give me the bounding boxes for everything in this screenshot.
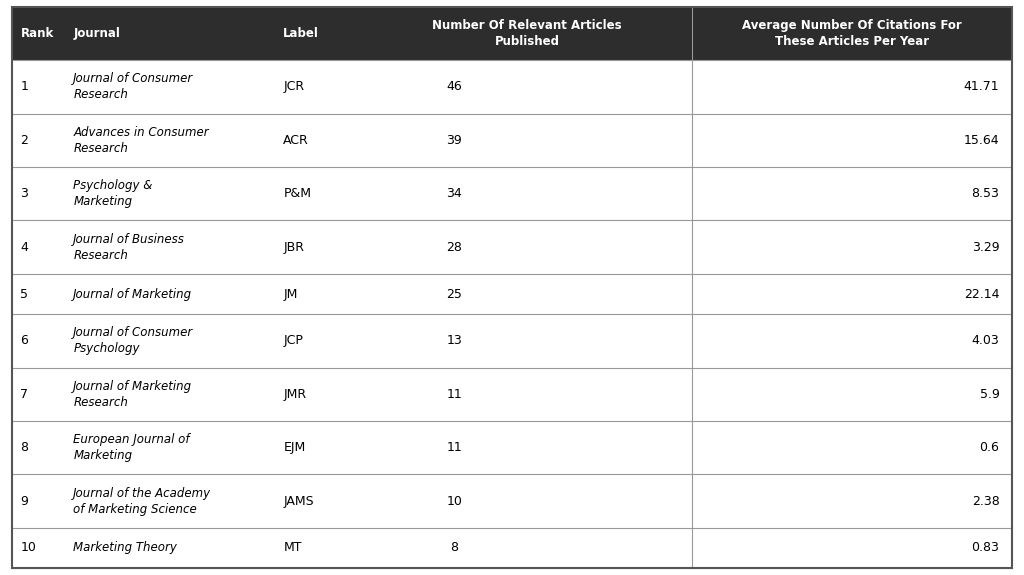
Text: MT: MT: [284, 542, 302, 554]
Text: 4: 4: [20, 240, 29, 254]
Text: 28: 28: [446, 240, 463, 254]
Text: JAMS: JAMS: [284, 494, 314, 508]
Text: Journal of the Academy
of Marketing Science: Journal of the Academy of Marketing Scie…: [74, 486, 212, 516]
Text: 5.9: 5.9: [980, 388, 999, 401]
Text: Rank: Rank: [20, 27, 53, 40]
Text: JCR: JCR: [284, 81, 304, 94]
Text: 4.03: 4.03: [972, 335, 999, 347]
Text: 10: 10: [446, 494, 463, 508]
Text: Psychology &
Marketing: Psychology & Marketing: [74, 179, 153, 208]
Text: Journal of Marketing: Journal of Marketing: [74, 288, 193, 301]
Text: P&M: P&M: [284, 187, 311, 200]
Text: 9: 9: [20, 494, 29, 508]
Bar: [12, 60, 1012, 114]
Bar: [12, 421, 1012, 474]
Bar: [12, 528, 1012, 568]
Bar: [12, 314, 1012, 367]
Text: 2: 2: [20, 134, 29, 147]
Text: European Journal of
Marketing: European Journal of Marketing: [74, 433, 189, 462]
Text: Journal of Business
Research: Journal of Business Research: [74, 233, 185, 262]
Bar: [12, 167, 1012, 220]
Text: EJM: EJM: [284, 441, 305, 454]
Bar: [12, 220, 1012, 274]
Text: Advances in Consumer
Research: Advances in Consumer Research: [74, 126, 209, 155]
Bar: [12, 7, 1012, 60]
Bar: [12, 114, 1012, 167]
Bar: [12, 474, 1012, 528]
Text: JBR: JBR: [284, 240, 304, 254]
Text: 7: 7: [20, 388, 29, 401]
Text: Journal of Consumer
Research: Journal of Consumer Research: [74, 72, 194, 101]
Text: 0.6: 0.6: [980, 441, 999, 454]
Bar: [12, 367, 1012, 421]
Text: 5: 5: [20, 288, 29, 301]
Text: 11: 11: [446, 441, 462, 454]
Bar: [12, 274, 1012, 314]
Text: 1: 1: [20, 81, 29, 94]
Text: 2.38: 2.38: [972, 494, 999, 508]
Text: 13: 13: [446, 335, 462, 347]
Text: Marketing Theory: Marketing Theory: [74, 542, 177, 554]
Text: Average Number Of Citations For
These Articles Per Year: Average Number Of Citations For These Ar…: [742, 19, 962, 48]
Text: 15.64: 15.64: [964, 134, 999, 147]
Text: 46: 46: [446, 81, 462, 94]
Text: 10: 10: [20, 542, 37, 554]
Text: JMR: JMR: [284, 388, 306, 401]
Text: 3.29: 3.29: [972, 240, 999, 254]
Text: 8: 8: [451, 542, 459, 554]
Text: 22.14: 22.14: [964, 288, 999, 301]
Text: 8.53: 8.53: [972, 187, 999, 200]
Text: 41.71: 41.71: [964, 81, 999, 94]
Text: 3: 3: [20, 187, 29, 200]
Text: 34: 34: [446, 187, 462, 200]
Text: 39: 39: [446, 134, 462, 147]
Text: ACR: ACR: [284, 134, 309, 147]
Text: Number Of Relevant Articles
Published: Number Of Relevant Articles Published: [432, 19, 622, 48]
Text: 25: 25: [446, 288, 463, 301]
Text: JCP: JCP: [284, 335, 303, 347]
Text: 8: 8: [20, 441, 29, 454]
Text: 11: 11: [446, 388, 462, 401]
Text: Label: Label: [284, 27, 319, 40]
Text: Journal of Consumer
Psychology: Journal of Consumer Psychology: [74, 327, 194, 355]
Text: 6: 6: [20, 335, 29, 347]
Text: Journal of Marketing
Research: Journal of Marketing Research: [74, 380, 193, 409]
Text: Journal: Journal: [74, 27, 120, 40]
Text: JM: JM: [284, 288, 298, 301]
Text: 0.83: 0.83: [972, 542, 999, 554]
